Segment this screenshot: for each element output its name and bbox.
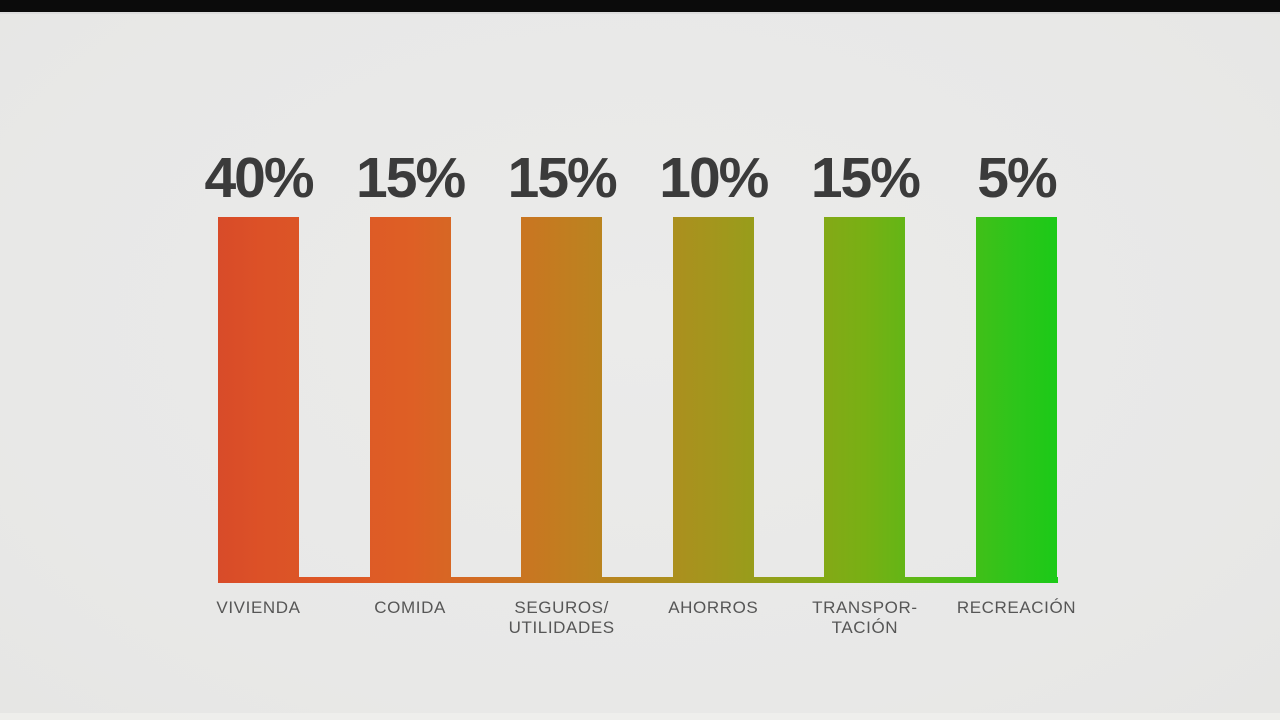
value-label-recreacion: 5%	[977, 146, 1057, 210]
category-line: SEGUROS/	[514, 598, 609, 617]
category-line: TACIÓN	[831, 618, 899, 637]
category-line: VIVIENDA	[216, 598, 301, 617]
category-label-vivienda: VIVIENDA	[177, 598, 340, 618]
value-label-comida: 15%	[356, 146, 466, 210]
bar-ahorros	[672, 217, 754, 578]
category-line: UTILIDADES	[508, 618, 615, 637]
bottom-edge-haze	[0, 713, 1280, 720]
chart-column-transportacion: 15% TRANSPOR- TACIÓN	[789, 148, 940, 648]
bar-transportacion	[824, 217, 906, 578]
category-label-seguros-utilidades: SEGUROS/ UTILIDADES	[480, 598, 643, 638]
category-label-recreacion: RECREACIÓN	[935, 598, 1098, 618]
chart-column-ahorros: 10% AHORROS	[638, 148, 789, 648]
chart-column-comida: 15% COMIDA	[335, 148, 486, 648]
category-label-comida: COMIDA	[329, 598, 492, 618]
bar-comida	[369, 217, 451, 578]
value-label-transportacion: 15%	[810, 146, 921, 210]
value-label-seguros-utilidades: 15%	[507, 146, 618, 210]
category-line: COMIDA	[374, 598, 446, 617]
chart-column-vivienda: 40% VIVIENDA	[183, 148, 334, 648]
bar-seguros-utilidades	[521, 217, 603, 578]
bar-recreacion	[976, 217, 1057, 578]
category-label-transportacion: TRANSPOR- TACIÓN	[783, 598, 946, 638]
bar-vivienda	[218, 217, 299, 578]
chart-column-recreacion: 5% RECREACIÓN	[941, 148, 1092, 648]
value-label-vivienda: 40%	[204, 146, 314, 210]
category-line: TRANSPOR-	[812, 598, 918, 617]
chart-baseline-strip	[218, 577, 1058, 583]
category-line: RECREACIÓN	[956, 598, 1077, 617]
value-label-ahorros: 10%	[659, 146, 769, 210]
chart-column-seguros-utilidades: 15% SEGUROS/ UTILIDADES	[486, 148, 637, 648]
budget-bar-chart: 40% VIVIENDA 15% COMIDA 15% SEGUROS/ UTI…	[204, 148, 1075, 648]
category-label-ahorros: AHORROS	[632, 598, 795, 618]
letterbox-top-bar	[0, 0, 1280, 14]
category-line: AHORROS	[668, 598, 759, 617]
